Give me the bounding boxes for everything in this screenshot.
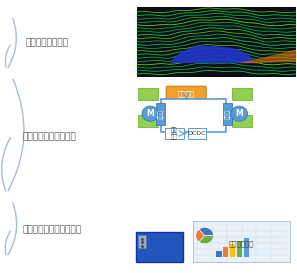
- Wedge shape: [196, 229, 205, 242]
- FancyBboxPatch shape: [232, 88, 252, 100]
- FancyBboxPatch shape: [136, 232, 183, 262]
- Circle shape: [142, 106, 159, 121]
- FancyBboxPatch shape: [166, 86, 206, 100]
- Text: 整车设计制造层面: 整车设计制造层面: [26, 38, 69, 47]
- Text: M: M: [146, 109, 154, 118]
- FancyBboxPatch shape: [165, 128, 184, 139]
- FancyBboxPatch shape: [138, 88, 158, 100]
- Polygon shape: [171, 46, 253, 63]
- Circle shape: [231, 106, 247, 121]
- FancyBboxPatch shape: [161, 99, 226, 132]
- FancyBboxPatch shape: [217, 251, 222, 257]
- FancyBboxPatch shape: [156, 103, 165, 125]
- FancyBboxPatch shape: [193, 221, 290, 262]
- FancyBboxPatch shape: [244, 238, 249, 257]
- FancyBboxPatch shape: [187, 128, 206, 139]
- FancyBboxPatch shape: [138, 235, 146, 248]
- FancyBboxPatch shape: [230, 244, 235, 257]
- FancyBboxPatch shape: [232, 115, 252, 127]
- Text: 电子
负荷: 电子 负荷: [171, 127, 178, 140]
- Text: DCDC: DCDC: [188, 131, 206, 136]
- Text: 汽车电子设计: 汽车电子设计: [229, 241, 254, 247]
- Wedge shape: [199, 236, 214, 244]
- FancyBboxPatch shape: [237, 241, 242, 257]
- Text: 逆变器: 逆变器: [158, 109, 163, 118]
- FancyBboxPatch shape: [137, 7, 296, 77]
- Text: M: M: [236, 109, 243, 118]
- FancyBboxPatch shape: [223, 247, 228, 257]
- Text: 动力系统和整车标定优化: 动力系统和整车标定优化: [23, 226, 82, 235]
- Text: 空调系统: 空调系统: [178, 90, 195, 97]
- Wedge shape: [199, 227, 214, 236]
- Polygon shape: [237, 50, 296, 63]
- Text: 动力系统设计制造层面: 动力系统设计制造层面: [23, 132, 77, 141]
- FancyBboxPatch shape: [223, 103, 232, 125]
- Text: 逆变器: 逆变器: [225, 109, 230, 118]
- FancyBboxPatch shape: [138, 115, 158, 127]
